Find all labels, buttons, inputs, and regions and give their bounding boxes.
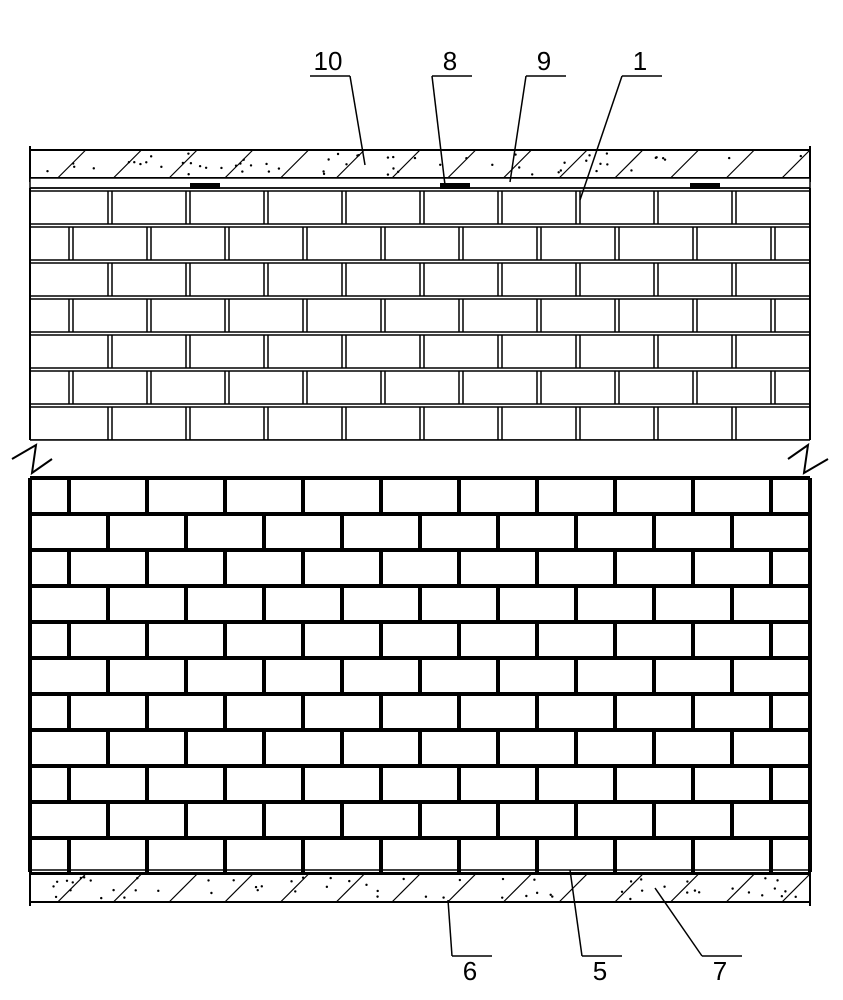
callout-label-6: 6: [463, 956, 477, 986]
callout-label-7: 7: [713, 956, 727, 986]
diagram-svg: 10 8 9 1 6 5 7: [0, 0, 843, 1000]
callout-label-9: 9: [537, 46, 551, 76]
callout-label-5: 5: [593, 956, 607, 986]
callout-label-1: 1: [633, 46, 647, 76]
diagram-canvas: 10 8 9 1 6 5 7: [0, 0, 843, 1000]
callout-label-10: 10: [314, 46, 343, 76]
callout-label-8: 8: [443, 46, 457, 76]
